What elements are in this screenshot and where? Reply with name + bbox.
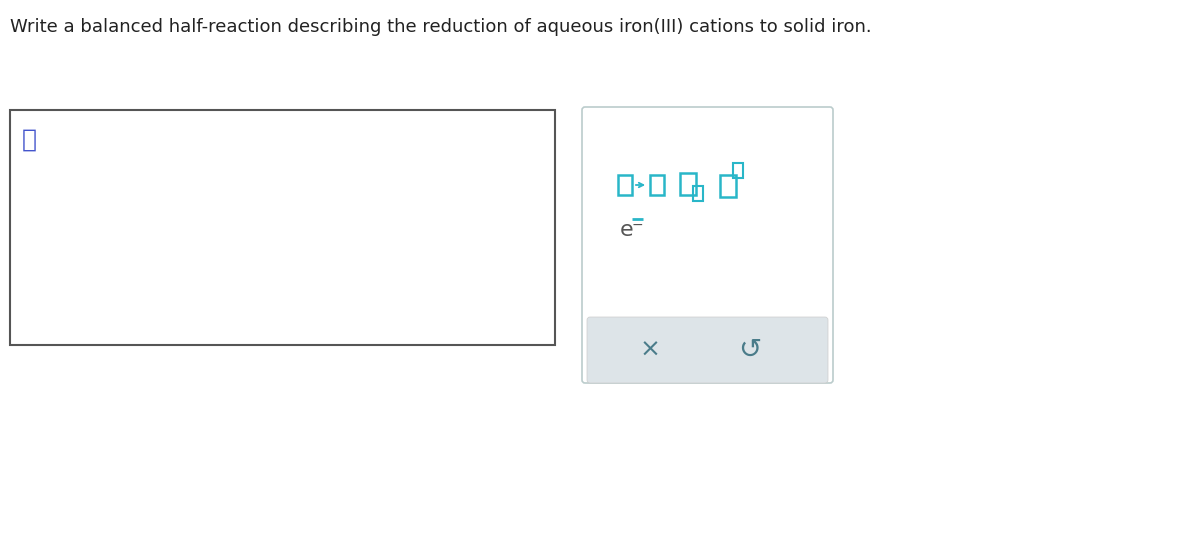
- Text: −: −: [632, 218, 643, 232]
- Text: Write a balanced half-reaction describing the reduction of aqueous iron(III) cat: Write a balanced half-reaction describin…: [10, 18, 871, 36]
- Text: ⎕: ⎕: [22, 128, 37, 152]
- Text: ↺: ↺: [738, 336, 762, 364]
- Text: e: e: [620, 220, 634, 240]
- Text: ×: ×: [640, 338, 660, 362]
- FancyBboxPatch shape: [582, 107, 833, 383]
- FancyBboxPatch shape: [587, 317, 828, 383]
- FancyBboxPatch shape: [10, 110, 554, 345]
